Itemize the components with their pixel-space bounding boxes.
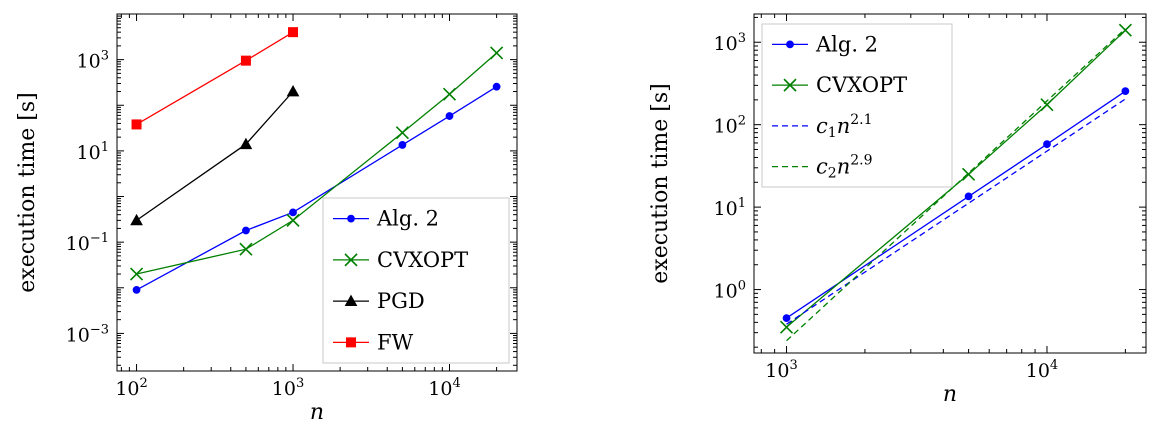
left-point-alg-2-3 bbox=[398, 141, 407, 149]
right-legend-marker-alg-2 bbox=[786, 40, 794, 49]
left-point-pgd-2 bbox=[286, 84, 300, 97]
right-legend: Alg. 2 CVXOPT c1n2.1 c2n2.9 bbox=[761, 23, 953, 188]
right-y-axis-label: execution time [s] bbox=[648, 83, 673, 283]
left-legend-label-alg-2: Alg. 2 bbox=[376, 207, 439, 231]
right-legend-label-c1n-2-1: c1n2.1 bbox=[816, 112, 872, 141]
left-x-axis-label: n bbox=[310, 400, 324, 425]
right-chart-panel: 103 104 100 101 102 103 n execution time [s] Alg… bbox=[648, 13, 1147, 407]
right-series-line-c1n-2-1 bbox=[786, 98, 1126, 325]
right-plot-frame bbox=[753, 13, 1147, 354]
left-point-pgd-0 bbox=[130, 213, 143, 226]
left-legend-item-cvxopt: CVXOPT bbox=[333, 248, 468, 272]
left-legend-label-fw: FW bbox=[377, 330, 414, 354]
left-point-alg-2-2 bbox=[289, 208, 297, 217]
left-y-tick-label-1: 101 bbox=[77, 140, 109, 164]
left-series-line-cvxopt bbox=[136, 52, 498, 275]
right-series-line-cvxopt bbox=[786, 29, 1126, 328]
left-series-alg-2 bbox=[132, 82, 501, 294]
left-y-tick-label-1: 10−1 bbox=[66, 231, 109, 255]
right-x-axis-label: n bbox=[943, 382, 957, 407]
right-point-cvxopt-1 bbox=[962, 167, 976, 181]
left-legend-item-fw: FW bbox=[333, 330, 414, 354]
right-point-cvxopt-3 bbox=[1118, 23, 1132, 37]
left-y-tick-label-3: 10−3 bbox=[66, 322, 109, 346]
left-legend-item-pgd: PGD bbox=[333, 289, 425, 313]
left-point-cvxopt-2 bbox=[286, 213, 300, 227]
left-series-fw bbox=[131, 27, 299, 130]
left-point-alg-2-1 bbox=[242, 226, 250, 235]
right-point-alg-2-1 bbox=[964, 192, 973, 201]
left-y-axis-label: execution time [s] bbox=[15, 92, 40, 292]
right-y-tick-label-0: 100 bbox=[714, 279, 746, 303]
right-y-tick-label-3: 103 bbox=[714, 31, 746, 55]
right-legend-item-alg-2: Alg. 2 bbox=[772, 32, 878, 56]
left-point-pgd-1 bbox=[239, 137, 253, 150]
right-legend-label-alg-2: Alg. 2 bbox=[815, 32, 878, 56]
right-legend-box bbox=[761, 23, 953, 188]
left-point-cvxopt-4 bbox=[442, 87, 457, 101]
left-point-cvxopt-0 bbox=[129, 267, 144, 281]
left-legend-marker-alg-2 bbox=[347, 214, 355, 223]
left-point-alg-2-4 bbox=[445, 112, 454, 120]
right-series-c1n-2-1 bbox=[786, 98, 1126, 325]
left-series-cvxopt bbox=[129, 46, 504, 281]
left-x-tick-label-3: 103 bbox=[272, 376, 304, 400]
left-series-line-alg-2 bbox=[136, 86, 497, 291]
left-legend-box bbox=[322, 197, 510, 364]
left-point-alg-2-0 bbox=[132, 285, 141, 294]
right-point-alg-2-3 bbox=[1121, 87, 1130, 96]
left-legend-marker-pgd bbox=[344, 294, 358, 307]
left-legend-marker-cvxopt bbox=[344, 253, 358, 267]
left-point-cvxopt-3 bbox=[395, 126, 409, 140]
right-series-line-c2n-2-9 bbox=[786, 28, 1126, 342]
right-series-cvxopt bbox=[779, 23, 1132, 334]
left-legend-item-alg-2: Alg. 2 bbox=[333, 207, 439, 231]
left-plot-frame bbox=[116, 13, 518, 372]
left-x-tick-label-2: 102 bbox=[115, 376, 147, 400]
left-series-line-fw bbox=[136, 31, 294, 125]
left-y-tick-label-3: 103 bbox=[77, 49, 109, 73]
left-legend-label-cvxopt: CVXOPT bbox=[377, 248, 468, 272]
right-y-tick-label-1: 101 bbox=[714, 196, 746, 220]
left-point-fw-1 bbox=[240, 55, 251, 66]
left-legend-label-pgd: PGD bbox=[377, 289, 425, 313]
left-x-tick-label-4: 104 bbox=[428, 376, 460, 400]
right-x-tick-label-4: 104 bbox=[1026, 358, 1058, 382]
right-axis-ticks bbox=[754, 14, 1146, 353]
right-y-tick-label-2: 102 bbox=[714, 114, 746, 138]
right-point-alg-2-2 bbox=[1043, 140, 1051, 149]
left-axis-ticks bbox=[117, 13, 517, 371]
left-point-fw-0 bbox=[131, 119, 142, 130]
left-point-cvxopt-1 bbox=[239, 242, 253, 256]
right-legend-marker-cvxopt bbox=[783, 78, 797, 92]
right-plot-area bbox=[779, 23, 1132, 342]
right-legend-label-c2n-2-9: c2n2.9 bbox=[816, 153, 872, 182]
right-legend-item-c1n-2-1: c1n2.1 bbox=[772, 112, 872, 141]
right-point-alg-2-0 bbox=[782, 314, 791, 323]
right-legend-item-c2n-2-9: c2n2.9 bbox=[772, 153, 872, 182]
left-plot-area bbox=[129, 27, 504, 294]
left-legend: Alg. 2 CVXOPT PGD FW bbox=[322, 197, 510, 364]
left-point-alg-2-5 bbox=[492, 82, 501, 91]
right-series-c2n-2-9 bbox=[786, 28, 1126, 342]
left-point-cvxopt-5 bbox=[490, 46, 504, 60]
right-legend-item-cvxopt: CVXOPT bbox=[772, 73, 907, 97]
left-legend-marker-fw bbox=[346, 337, 356, 348]
right-x-tick-label-3: 103 bbox=[765, 358, 797, 382]
left-point-fw-2 bbox=[288, 27, 299, 38]
right-point-cvxopt-0 bbox=[779, 320, 794, 334]
right-point-cvxopt-2 bbox=[1040, 98, 1054, 112]
right-legend-label-cvxopt: CVXOPT bbox=[816, 73, 907, 97]
left-series-pgd bbox=[130, 84, 300, 226]
